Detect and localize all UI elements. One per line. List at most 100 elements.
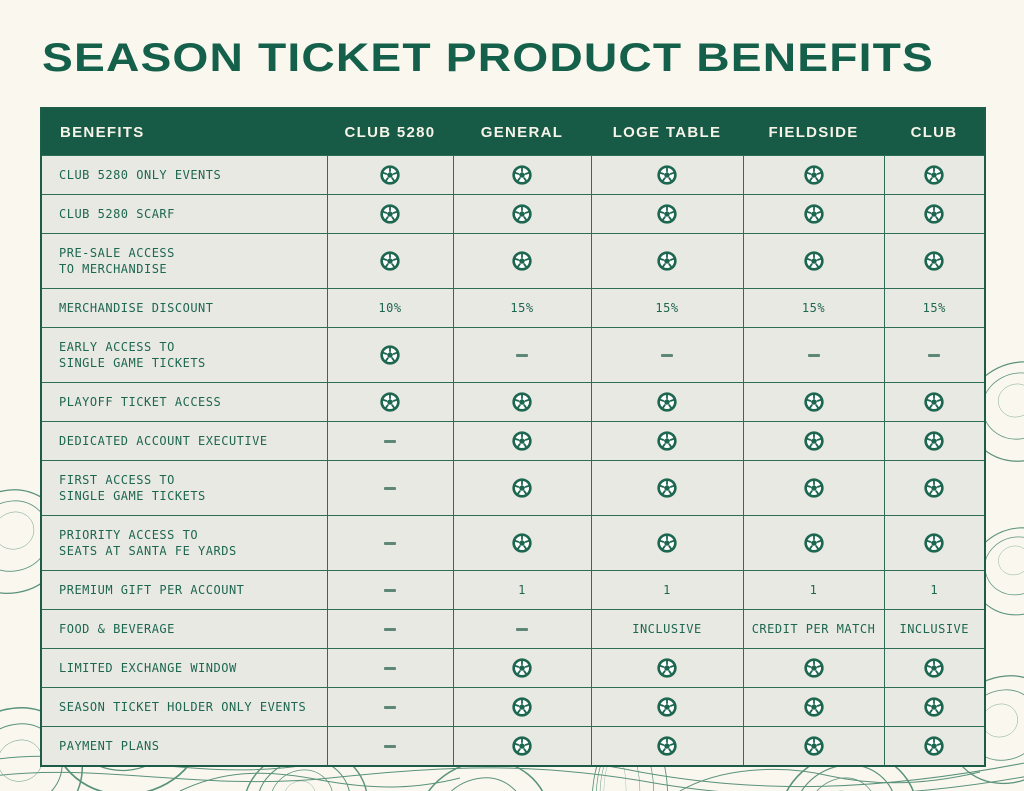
dash-cell (326, 460, 454, 516)
soccer-ball-icon (512, 533, 532, 553)
soccer-ball-icon (924, 736, 944, 756)
dash-icon (384, 667, 396, 670)
soccer-ball-icon (657, 736, 677, 756)
soccer-ball-cell (452, 460, 592, 516)
soccer-ball-cell (590, 155, 744, 195)
soccer-ball-icon (657, 697, 677, 717)
benefit-label: DEDICATED ACCOUNT EXECUTIVE (40, 421, 328, 461)
soccer-ball-cell (883, 726, 986, 767)
soccer-ball-cell (742, 421, 885, 461)
soccer-ball-icon (803, 165, 824, 185)
soccer-ball-icon (803, 478, 824, 498)
dash-cell (326, 687, 454, 727)
dash-cell (326, 515, 454, 571)
dash-cell (742, 327, 885, 383)
soccer-ball-cell (590, 515, 744, 571)
soccer-ball-icon (803, 697, 824, 717)
soccer-ball-icon (512, 204, 532, 224)
table-row: FIRST ACCESS TO SINGLE GAME TICKETS (40, 460, 986, 516)
dash-cell (326, 609, 454, 649)
value-cell: INCLUSIVE (883, 609, 986, 649)
benefit-label: EARLY ACCESS TO SINGLE GAME TICKETS (40, 327, 328, 383)
benefit-label: PRE-SALE ACCESS TO MERCHANDISE (40, 233, 328, 289)
soccer-ball-cell (590, 687, 744, 727)
soccer-ball-cell (452, 194, 592, 234)
soccer-ball-cell (452, 726, 592, 767)
soccer-ball-icon (380, 345, 400, 365)
column-header: BENEFITS (41, 108, 327, 156)
soccer-ball-cell (742, 687, 885, 727)
dash-icon (384, 440, 396, 443)
dash-cell (326, 648, 454, 688)
soccer-ball-icon (380, 251, 400, 271)
soccer-ball-cell (742, 233, 885, 289)
dash-icon (807, 354, 820, 357)
soccer-ball-icon (380, 204, 400, 224)
table-row: FOOD & BEVERAGE INCLUSIVE CREDIT PER MATCH… (40, 609, 986, 649)
soccer-ball-icon (512, 478, 532, 498)
table-row: PRE-SALE ACCESS TO MERCHANDISE (40, 233, 986, 289)
soccer-ball-cell (452, 515, 592, 571)
soccer-ball-cell (590, 194, 744, 234)
soccer-ball-icon (924, 478, 944, 498)
soccer-ball-cell (590, 726, 744, 767)
dash-cell (452, 609, 592, 649)
soccer-ball-cell (883, 233, 986, 289)
soccer-ball-cell (452, 155, 592, 195)
soccer-ball-icon (924, 533, 944, 553)
soccer-ball-cell (742, 515, 885, 571)
benefit-label: PREMIUM GIFT PER ACCOUNT (40, 570, 328, 610)
soccer-ball-cell (326, 233, 454, 289)
soccer-ball-icon (924, 392, 944, 412)
soccer-ball-icon (657, 431, 677, 451)
table-row: PLAYOFF TICKET ACCESS (40, 382, 986, 422)
dash-cell (883, 327, 986, 383)
dash-icon (928, 354, 941, 357)
table-row: SEASON TICKET HOLDER ONLY EVENTS (40, 687, 986, 727)
header-row: BENEFITS CLUB 5280 GENERAL LOGE TABLE FIELDS… (41, 108, 985, 156)
soccer-ball-cell (883, 460, 986, 516)
value-cell: 1 (742, 570, 885, 610)
value-cell: 15% (742, 288, 885, 328)
soccer-ball-cell (452, 382, 592, 422)
soccer-ball-cell (590, 233, 744, 289)
soccer-ball-icon (512, 392, 532, 412)
soccer-ball-icon (924, 251, 944, 271)
benefit-label: MERCHANDISE DISCOUNT (40, 288, 328, 328)
soccer-ball-icon (657, 658, 677, 678)
soccer-ball-icon (803, 392, 824, 412)
soccer-ball-cell (452, 687, 592, 727)
soccer-ball-cell (326, 382, 454, 422)
column-header: CLUB (884, 108, 985, 156)
benefit-label: PAYMENT PLANS (40, 726, 328, 767)
dash-icon (384, 706, 396, 709)
soccer-ball-cell (742, 382, 885, 422)
benefit-label: SEASON TICKET HOLDER ONLY EVENTS (40, 687, 328, 727)
dash-icon (384, 589, 396, 592)
benefits-table: BENEFITS CLUB 5280 GENERAL LOGE TABLE FIELDS… (40, 107, 986, 767)
benefit-label: FOOD & BEVERAGE (40, 609, 328, 649)
table-row: PREMIUM GIFT PER ACCOUNT 1 1 1 1 (40, 570, 986, 610)
soccer-ball-icon (657, 204, 677, 224)
table-row: EARLY ACCESS TO SINGLE GAME TICKETS (40, 327, 986, 383)
soccer-ball-icon (924, 658, 944, 678)
soccer-ball-cell (883, 382, 986, 422)
soccer-ball-icon (803, 431, 824, 451)
soccer-ball-icon (803, 251, 824, 271)
table-row: DEDICATED ACCOUNT EXECUTIVE (40, 421, 986, 461)
value-cell: 10% (326, 288, 454, 328)
dash-icon (516, 628, 528, 631)
table-row: PRIORITY ACCESS TO SEATS AT SANTA FE YAR… (40, 515, 986, 571)
soccer-ball-cell (742, 155, 885, 195)
soccer-ball-icon (657, 392, 677, 412)
soccer-ball-cell (452, 421, 592, 461)
soccer-ball-cell (590, 382, 744, 422)
table-row: LIMITED EXCHANGE WINDOW (40, 648, 986, 688)
soccer-ball-icon (803, 736, 824, 756)
soccer-ball-icon (512, 736, 532, 756)
dash-cell (590, 327, 744, 383)
soccer-ball-icon (924, 204, 944, 224)
dash-icon (384, 628, 396, 631)
soccer-ball-icon (657, 533, 677, 553)
soccer-ball-icon (803, 533, 824, 553)
